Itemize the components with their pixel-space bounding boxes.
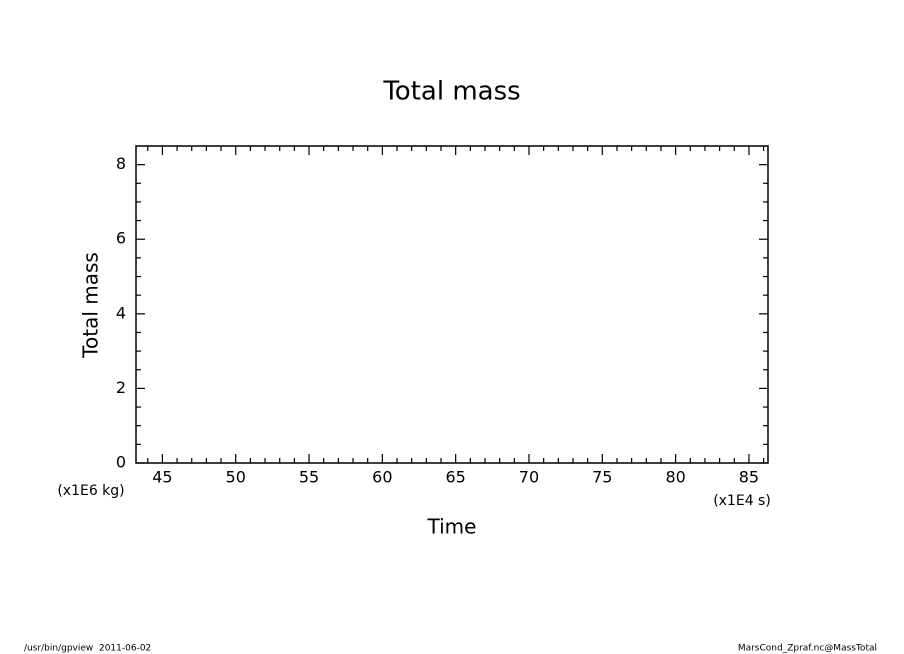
x-unit-label: (x1E4 s)	[713, 493, 771, 509]
x-tick-label: 80	[665, 468, 685, 487]
y-unit-label: (x1E6 kg)	[57, 483, 124, 499]
x-axis-label: Time	[427, 515, 477, 539]
footer-right: MarsCond_Zpraf.nc@MassTotal	[738, 644, 877, 654]
chart-title: Total mass	[382, 77, 520, 107]
x-tick-label: 50	[226, 468, 246, 487]
x-tick-label: 85	[739, 468, 759, 487]
y-tick-label: 0	[116, 453, 126, 472]
plot-frame	[135, 145, 769, 464]
y-axis-label: Total mass	[79, 252, 103, 359]
x-tick-label: 55	[299, 468, 319, 487]
footer-left: /usr/bin/gpview 2011-06-02	[24, 644, 151, 654]
x-tick-label: 65	[445, 468, 465, 487]
y-tick-label: 6	[116, 229, 126, 248]
y-tick-label: 4	[116, 303, 126, 322]
x-tick-label: 60	[372, 468, 392, 487]
y-tick-label: 8	[116, 154, 126, 173]
y-tick-label: 2	[116, 378, 126, 397]
x-tick-label: 70	[519, 468, 539, 487]
x-tick-label: 75	[592, 468, 612, 487]
x-tick-label: 45	[152, 468, 172, 487]
